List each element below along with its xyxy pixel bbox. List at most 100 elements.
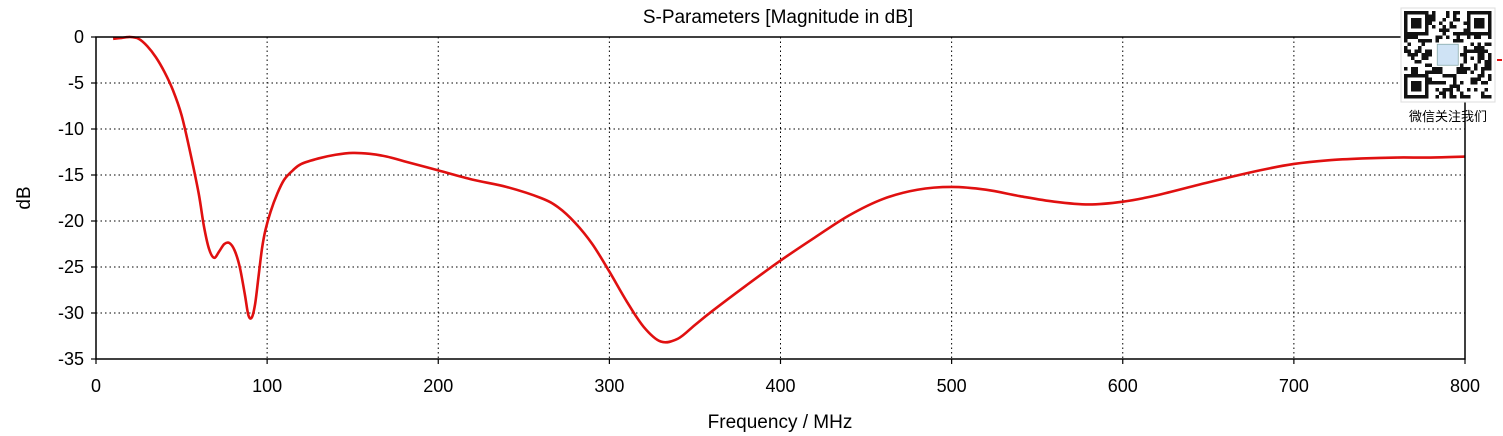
qr-module [1467, 14, 1471, 18]
qr-module [1404, 74, 1408, 78]
qr-module [1456, 18, 1460, 22]
qr-module [1418, 49, 1422, 53]
qr-module [1407, 95, 1411, 99]
x-tick-label: 100 [252, 376, 282, 396]
y-tick-label: -15 [58, 165, 84, 185]
qr-module [1404, 18, 1408, 22]
qr-module [1414, 67, 1418, 71]
qr-module [1481, 56, 1485, 60]
qr-module [1477, 11, 1481, 15]
qr-module [1446, 74, 1450, 78]
qr-module [1446, 35, 1450, 39]
y-tick-label: -10 [58, 119, 84, 139]
qr-module [1460, 63, 1464, 67]
qr-module [1467, 11, 1471, 15]
qr-module [1414, 49, 1418, 53]
qr-module [1474, 77, 1478, 81]
qr-module [1421, 95, 1425, 99]
y-axis-title: dB [14, 186, 35, 209]
qr-module [1407, 74, 1411, 78]
qr-module [1407, 11, 1411, 15]
qr-module [1484, 49, 1488, 53]
qr-module [1442, 32, 1446, 36]
qr-module [1474, 35, 1478, 39]
series-line [112, 35, 1466, 344]
qr-module [1439, 28, 1443, 32]
qr-module [1442, 25, 1446, 29]
qr-module [1428, 70, 1432, 74]
qr-module [1474, 18, 1478, 22]
qr-module [1470, 11, 1474, 15]
qr-module [1442, 18, 1446, 22]
qr-module [1449, 95, 1453, 99]
qr-module [1414, 35, 1418, 39]
x-tick-label: 400 [765, 376, 795, 396]
qr-module [1435, 88, 1439, 92]
qr-module [1481, 11, 1485, 15]
qr-module [1414, 81, 1418, 85]
qr-module [1453, 95, 1457, 99]
qr-module [1449, 21, 1453, 25]
qr-module [1456, 39, 1460, 43]
qr-module [1411, 56, 1415, 60]
x-tick-label: 200 [423, 376, 453, 396]
qr-module [1418, 95, 1422, 99]
qr-module [1460, 91, 1464, 95]
qr-module [1425, 25, 1429, 29]
qr-module [1470, 42, 1474, 46]
qr-module [1474, 81, 1478, 85]
qr-module [1411, 84, 1415, 88]
qr-module [1418, 39, 1422, 43]
qr-module [1425, 39, 1429, 43]
qr-module [1421, 42, 1425, 46]
qr-module [1484, 63, 1488, 67]
qr-module [1421, 74, 1425, 78]
qr-module [1449, 25, 1453, 29]
qr-module [1421, 32, 1425, 36]
qr-module [1481, 32, 1485, 36]
qr-module [1442, 91, 1446, 95]
qr-module [1463, 95, 1467, 99]
qr-module [1432, 70, 1436, 74]
qr-module [1474, 21, 1478, 25]
qr-module [1439, 70, 1443, 74]
x-tick-label: 300 [594, 376, 624, 396]
qr-module [1442, 88, 1446, 92]
qr-module [1460, 67, 1464, 71]
qr-module [1418, 21, 1422, 25]
qr-module [1456, 35, 1460, 39]
qr-module [1439, 91, 1443, 95]
qr-module [1481, 91, 1485, 95]
qr-module [1481, 74, 1485, 78]
qr-module [1463, 49, 1467, 53]
tick-labels: 0 100 200 300 400 500 600 700 800 0 -5 -10 -15 -20 -25… [58, 27, 1480, 396]
qr-module [1407, 42, 1411, 46]
qr-module [1404, 28, 1408, 32]
qr-module [1474, 67, 1478, 71]
qr-module [1407, 49, 1411, 53]
chart-title: S-Parameters [Magnitude in dB] [643, 7, 913, 28]
qr-module [1488, 28, 1492, 32]
qr-module [1421, 39, 1425, 43]
qr-module [1407, 53, 1411, 57]
grid-lines [96, 37, 1465, 359]
qr-module [1481, 53, 1485, 57]
qr-module [1470, 49, 1474, 53]
qr-module [1404, 95, 1408, 99]
qr-module [1477, 32, 1481, 36]
qr-module [1481, 25, 1485, 29]
qr-module [1425, 84, 1429, 88]
qr-module [1404, 14, 1408, 18]
qr-module [1446, 14, 1450, 18]
qr-module [1425, 81, 1429, 85]
qr-module [1474, 63, 1478, 67]
qr-module [1414, 32, 1418, 36]
qr-module [1411, 67, 1415, 71]
qr-module [1481, 70, 1485, 74]
qr-module [1456, 11, 1460, 15]
qr-module [1463, 28, 1467, 32]
y-tick-label: -35 [58, 349, 84, 369]
qr-module [1411, 18, 1415, 22]
qr-module [1474, 25, 1478, 29]
qr-module [1484, 11, 1488, 15]
